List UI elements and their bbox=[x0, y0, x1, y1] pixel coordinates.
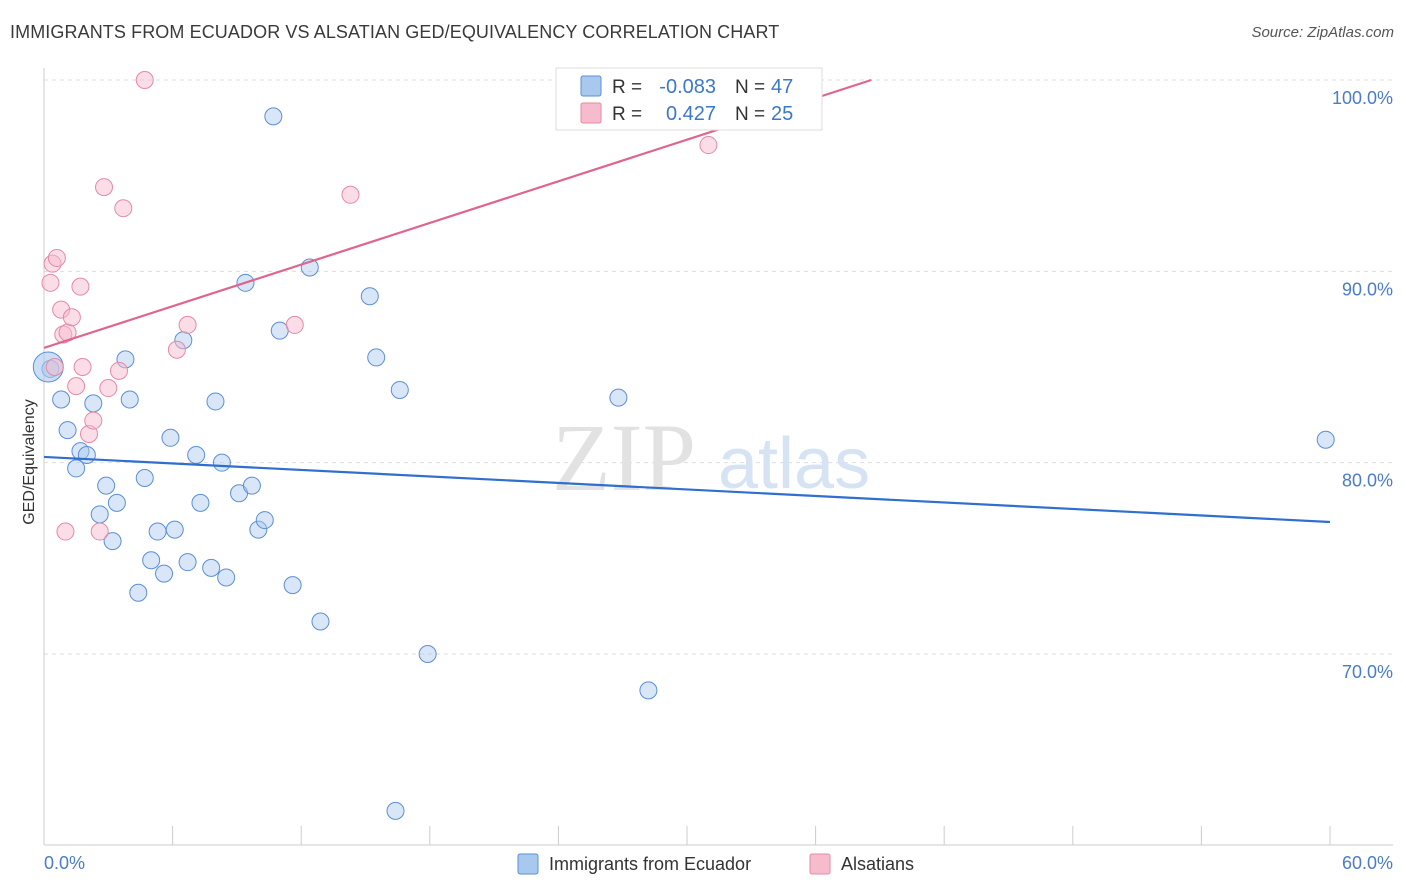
alsatians-point bbox=[56, 522, 75, 541]
alsatians-point bbox=[95, 178, 114, 197]
ecuador-point bbox=[283, 576, 302, 595]
bottom-legend-label-alsatians: Alsatians bbox=[841, 854, 914, 874]
alsatians-point bbox=[45, 358, 64, 376]
y-tick-label-90: 90.0% bbox=[1342, 279, 1393, 299]
x-tick-label-min: 0.0% bbox=[44, 853, 85, 873]
ecuador-point bbox=[386, 801, 405, 820]
ecuador-point bbox=[212, 453, 231, 472]
ecuador-point bbox=[367, 348, 386, 367]
ecuador-point bbox=[249, 520, 268, 539]
ecuador-point bbox=[178, 553, 197, 572]
chart-title: IMMIGRANTS FROM ECUADOR VS ALSATIAN GED/… bbox=[10, 22, 780, 42]
ecuador-point bbox=[270, 321, 289, 340]
ecuador-point bbox=[120, 390, 139, 409]
legend-r-value-2: 0.427 bbox=[666, 103, 716, 125]
ecuador-point bbox=[206, 392, 225, 411]
ecuador-trend-line bbox=[43, 455, 1331, 524]
legend-n-label-1: N = bbox=[735, 77, 765, 98]
alsatians-point bbox=[110, 361, 129, 380]
alsatians-point bbox=[699, 136, 718, 155]
ecuador-point bbox=[90, 505, 109, 524]
y-tick-labels: 70.0% 80.0% 90.0% 100.0% bbox=[1332, 88, 1393, 682]
ecuador-point bbox=[242, 476, 261, 495]
alsatians-point bbox=[167, 340, 186, 359]
legend-swatch-alsatians bbox=[580, 102, 602, 124]
alsatians-point bbox=[114, 199, 133, 218]
alsatians-point bbox=[99, 379, 118, 398]
ecuador-point bbox=[107, 493, 126, 512]
legend-r-value-1: -0.083 bbox=[659, 76, 716, 98]
alsatians-point bbox=[62, 308, 81, 327]
axes bbox=[43, 68, 1393, 846]
bottom-legend: Immigrants from Ecuador Alsatians bbox=[517, 853, 914, 875]
y-tick-label-80: 80.0% bbox=[1342, 471, 1393, 491]
alsatians-point bbox=[90, 522, 109, 541]
y-tick-label-70: 70.0% bbox=[1342, 662, 1393, 682]
ecuador-point bbox=[165, 520, 184, 539]
ecuador-point bbox=[191, 493, 210, 512]
alsatians-point bbox=[285, 315, 304, 334]
ecuador-point bbox=[148, 522, 167, 541]
alsatians-point bbox=[41, 273, 60, 292]
chart-source: Source: ZipAtlas.com bbox=[1251, 24, 1394, 41]
x-tick-labels: 0.0% 60.0% bbox=[44, 853, 1393, 873]
ecuador-point bbox=[84, 394, 103, 413]
bottom-legend-swatch-ecuador bbox=[517, 853, 539, 875]
ecuador-point bbox=[217, 568, 236, 587]
ecuador-point bbox=[1316, 430, 1335, 449]
alsatians-point bbox=[341, 185, 360, 204]
ecuador-point bbox=[255, 511, 274, 530]
ecuador-point bbox=[390, 380, 409, 399]
alsatians-point bbox=[67, 377, 86, 396]
legend-r-label-1: R = bbox=[612, 77, 642, 98]
ecuador-point bbox=[77, 446, 96, 465]
ecuador-point bbox=[52, 390, 71, 409]
ecuador-point bbox=[67, 459, 86, 478]
watermark-zip: ZIP bbox=[552, 404, 696, 511]
ecuador-point bbox=[155, 564, 174, 583]
x-tick-label-max: 60.0% bbox=[1342, 853, 1393, 873]
ecuador-point bbox=[142, 551, 161, 570]
legend-n-value-2: 25 bbox=[771, 103, 793, 125]
series-alsatians-points bbox=[41, 71, 718, 541]
y-axis-title: GED/Equivalency bbox=[21, 399, 38, 524]
legend-n-label-2: N = bbox=[735, 104, 765, 125]
ecuador-point bbox=[103, 532, 122, 551]
legend-n-value-1: 47 bbox=[771, 76, 793, 98]
ecuador-point bbox=[161, 428, 180, 447]
y-tick-label-100: 100.0% bbox=[1332, 88, 1393, 108]
alsatians-point bbox=[178, 315, 197, 334]
bottom-legend-label-ecuador: Immigrants from Ecuador bbox=[549, 854, 751, 874]
ecuador-point bbox=[129, 583, 148, 602]
bottom-legend-swatch-alsatians bbox=[809, 853, 831, 875]
alsatians-point bbox=[47, 248, 66, 267]
watermark-atlas: atlas bbox=[718, 424, 870, 504]
ecuador-point bbox=[58, 421, 77, 440]
ecuador-point bbox=[639, 681, 658, 700]
alsatians-point bbox=[135, 71, 154, 89]
alsatians-point bbox=[71, 277, 90, 296]
ecuador-point bbox=[418, 645, 437, 663]
alsatians-point bbox=[84, 411, 103, 430]
ecuador-point bbox=[609, 388, 628, 407]
ecuador-point bbox=[187, 446, 206, 465]
gridlines bbox=[44, 79, 1393, 655]
legend-r-label-2: R = bbox=[612, 104, 642, 125]
ecuador-point bbox=[360, 287, 379, 306]
ecuador-point bbox=[202, 558, 221, 577]
ecuador-point bbox=[97, 476, 116, 495]
ecuador-point bbox=[264, 107, 283, 126]
legend-swatch-ecuador bbox=[580, 75, 602, 97]
legend-box: R = -0.083 N = 47 R = 0.427 N = 25 bbox=[555, 67, 823, 131]
ecuador-point bbox=[135, 468, 154, 487]
alsatians-point bbox=[73, 358, 92, 376]
ecuador-point bbox=[311, 612, 330, 631]
